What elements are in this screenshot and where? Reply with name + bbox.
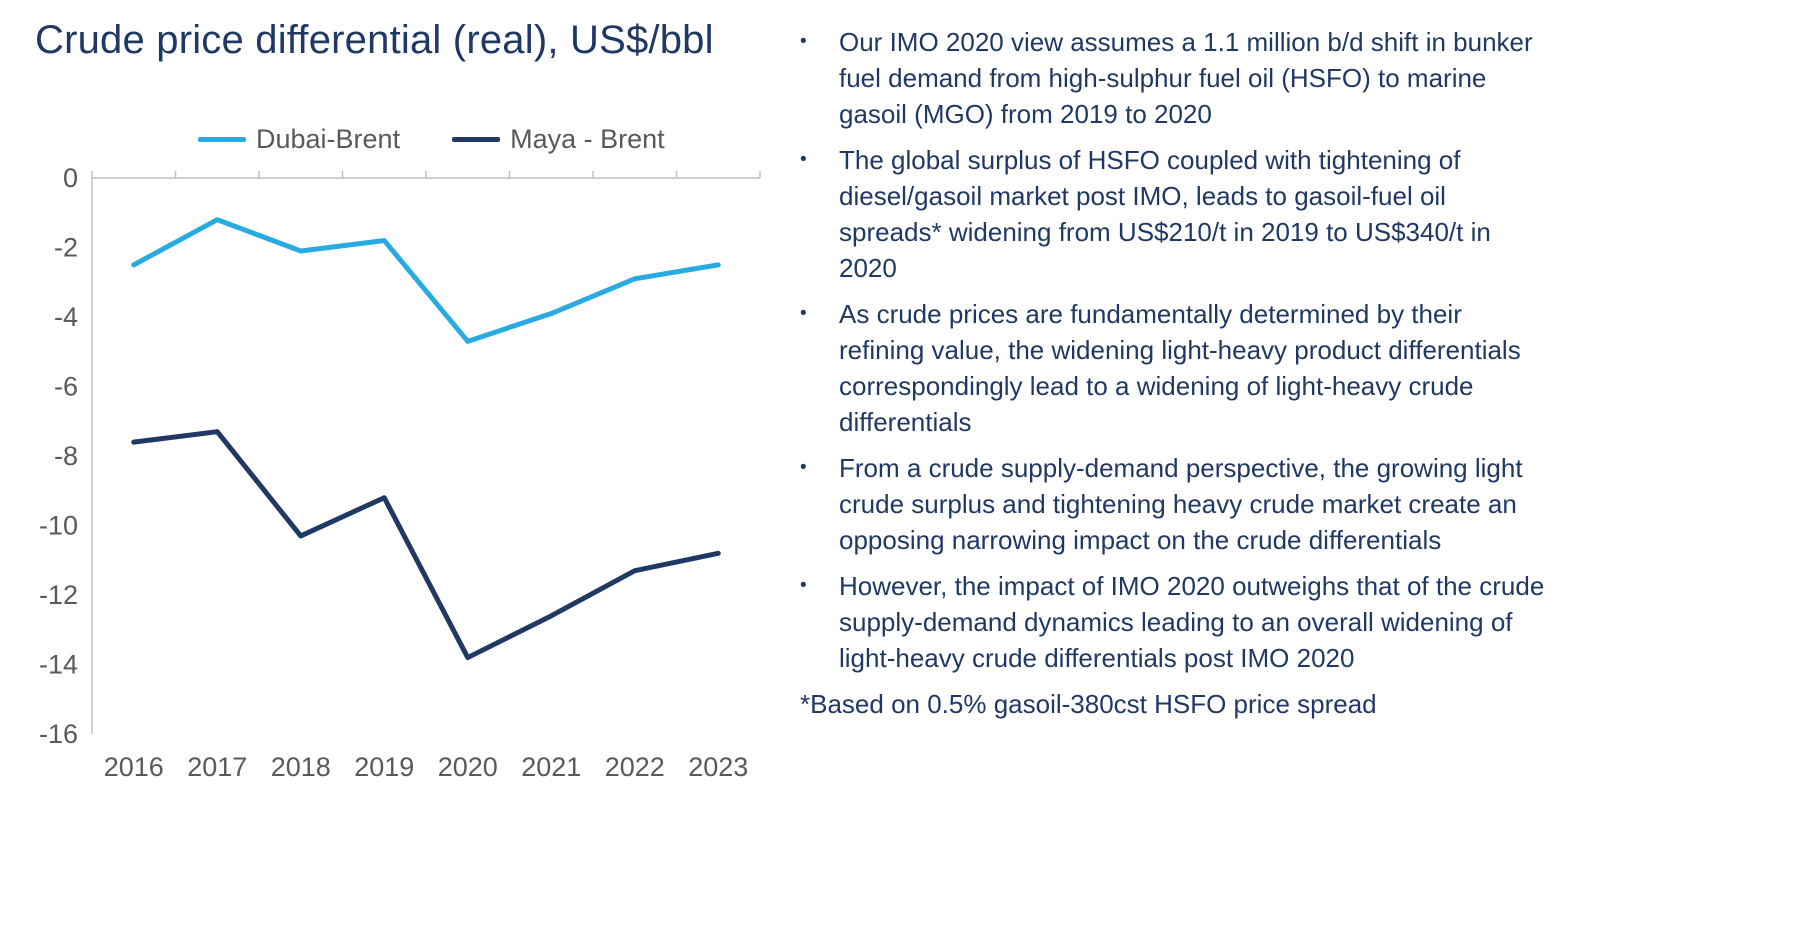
series-line-maya-brent [131, 429, 721, 661]
x-tick-label: 2017 [187, 752, 247, 782]
y-tick-label: -10 [39, 511, 78, 541]
bullet-icon: • [800, 575, 807, 596]
x-tick-label: 2022 [605, 752, 665, 782]
footnote: *Based on 0.5% gasoil-380cst HSFO price … [800, 689, 1377, 719]
bullet-icon: • [800, 31, 807, 52]
x-tick-label: 2018 [271, 752, 331, 782]
bullet-icon: • [800, 303, 807, 324]
series-line-dubai-brent [131, 217, 721, 344]
bullet-text: As crude prices are fundamentally determ… [839, 299, 1521, 437]
bullet-text: The global surplus of HSFO coupled with … [839, 145, 1491, 283]
bullet-item: • The global surplus of HSFO coupled wit… [795, 142, 1550, 286]
y-tick-label: -12 [39, 580, 78, 610]
crude-differential-chart: Dubai-Brent Maya - Brent 0 -2 -4 -6 -8 -10 -12… [30, 120, 780, 840]
legend-item-dubai-brent: Dubai-Brent [198, 124, 400, 155]
x-tick-label: 2016 [104, 752, 164, 782]
bullet-text: From a crude supply-demand perspective, … [839, 453, 1523, 555]
notes-column: • Our IMO 2020 view assumes a 1.1 millio… [795, 24, 1550, 722]
x-tick-label: 2021 [521, 752, 581, 782]
chart-plot: 0 -2 -4 -6 -8 -10 -12 -14 -16 2016 2017 2018 2019 202… [39, 163, 761, 782]
y-tick-label: -4 [54, 302, 78, 332]
x-tick-label: 2020 [438, 752, 498, 782]
y-tick-label: 0 [63, 163, 78, 193]
x-tick-label: 2023 [688, 752, 748, 782]
bullet-text: However, the impact of IMO 2020 outweigh… [839, 571, 1545, 673]
y-tick-label: -14 [39, 650, 78, 680]
y-tick-label: -8 [54, 441, 78, 471]
bullet-item: • Our IMO 2020 view assumes a 1.1 millio… [795, 24, 1550, 132]
bullet-icon: • [800, 457, 807, 478]
bullet-icon: • [800, 149, 807, 170]
legend-item-maya-brent: Maya - Brent [452, 124, 665, 155]
bullet-item: • From a crude supply-demand perspective… [795, 450, 1550, 558]
bullet-item: • As crude prices are fundamentally dete… [795, 296, 1550, 440]
maya-brent-line-swatch [452, 137, 501, 142]
bullet-item: • However, the impact of IMO 2020 outwei… [795, 568, 1550, 676]
page-title: Crude price differential (real), US$/bbl [35, 18, 714, 62]
bullet-text: Our IMO 2020 view assumes a 1.1 million … [839, 27, 1533, 129]
legend-label-maya-brent: Maya - Brent [510, 124, 665, 154]
y-tick-label: -2 [54, 233, 78, 263]
y-tick-label: -16 [39, 719, 78, 749]
dubai-brent-line-swatch [198, 137, 246, 142]
x-tick-label: 2019 [354, 752, 414, 782]
chart-legend: Dubai-Brent Maya - Brent [198, 124, 665, 155]
y-tick-label: -6 [54, 372, 78, 402]
legend-label-dubai-brent: Dubai-Brent [256, 124, 401, 154]
